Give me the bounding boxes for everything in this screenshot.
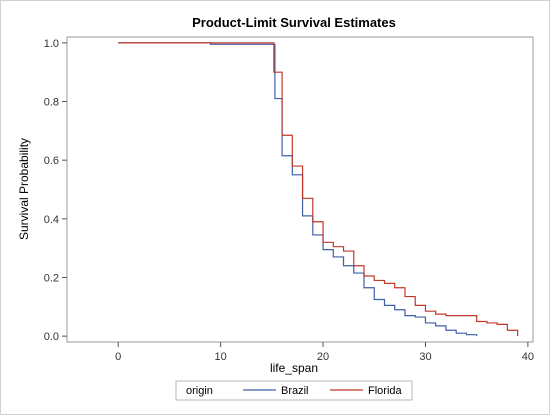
x-tick-label: 10 (215, 351, 227, 363)
chart-title: Product-Limit Survival Estimates (192, 15, 396, 30)
legend-box (175, 380, 413, 401)
series-lines (118, 42, 519, 337)
y-tick-label: 1.0 (44, 38, 59, 50)
x-tick-label: 20 (317, 351, 329, 363)
y-axis: 0.0 0.2 0.4 0.6 0.8 1.0 (44, 38, 67, 343)
y-tick-label: 0.2 (44, 272, 59, 284)
legend: origin Brazil Florida (175, 380, 413, 401)
y-tick-label: 0.6 (44, 155, 59, 167)
y-tick-label: 0.8 (44, 97, 59, 109)
x-tick-label: 30 (419, 351, 431, 363)
x-axis-label: life_span (270, 361, 318, 375)
series-line-florida (118, 42, 519, 337)
legend-label-florida: Florida (368, 385, 403, 397)
x-tick-label: 0 (115, 351, 121, 363)
legend-label-brazil: Brazil (281, 385, 309, 397)
x-axis: 0 10 20 30 40 (115, 342, 534, 363)
legend-title: origin (186, 385, 213, 397)
plot-area (66, 36, 534, 343)
y-tick-label: 0.0 (44, 331, 59, 343)
y-axis-label: Survival Probability (17, 138, 31, 240)
y-tick-label: 0.4 (44, 214, 59, 226)
x-tick-label: 40 (522, 351, 534, 363)
